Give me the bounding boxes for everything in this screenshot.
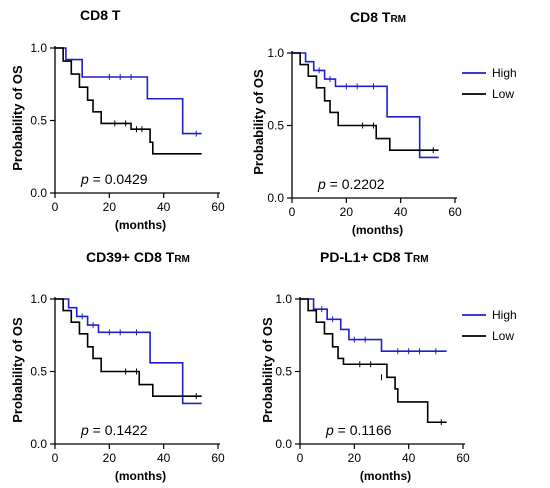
x-axis-label: (months)	[115, 218, 166, 232]
series-line-high	[55, 298, 202, 405]
chart-panel-3: CD39+ CD8 TRM 0.0 0.5 1.0 0 20 40 60 Probability…	[10, 249, 225, 483]
y-tick-label: 0.0	[30, 186, 47, 200]
series-line-high	[55, 47, 202, 135]
x-axis-label: (months)	[360, 469, 411, 483]
x-tick-label: 60	[211, 200, 225, 214]
y-tick-label: 1.0	[267, 46, 284, 60]
x-tick-label: 20	[348, 451, 362, 465]
chart-panel-4: PD-L1+ CD8 TRM 0.0 0.5 1.0 0 20 40 60 Probabilit…	[260, 249, 517, 483]
p-value-symbol: p	[325, 422, 334, 438]
x-tick-label: 20	[103, 200, 117, 214]
chart-title-main: CD39+ CD8 T	[86, 249, 175, 265]
x-axis-label: (months)	[352, 223, 403, 237]
chart-panel-1: CD8 T 0.0 0.5 1.0 0 20 40 60 Probability of OS (m…	[10, 7, 225, 232]
y-tick-label: 0.5	[30, 365, 47, 379]
y-tick-label: 0.0	[275, 437, 292, 451]
y-axis-label: Probability of OS	[10, 65, 25, 171]
p-value-annotation: p = 0.0429	[80, 171, 148, 187]
x-tick-label: 40	[157, 451, 171, 465]
chart-title: CD8 TRM	[350, 9, 406, 25]
chart-title: PD-L1+ CD8 TRM	[320, 249, 429, 265]
chart-title-sub: RM	[174, 254, 190, 265]
x-axis-label: (months)	[115, 469, 166, 483]
p-value-number: = 0.0429	[89, 171, 148, 187]
legend-label-high: High	[492, 308, 517, 322]
y-axis-label: Probability of OS	[260, 317, 275, 423]
chart-title: CD39+ CD8 TRM	[86, 249, 190, 265]
p-value-number: = 0.1422	[89, 422, 148, 438]
legend-label-high: High	[492, 66, 517, 80]
chart-title-sub: RM	[413, 254, 429, 265]
x-tick-label: 0	[52, 200, 59, 214]
p-value-symbol: p	[80, 422, 89, 438]
y-tick-label: 1.0	[30, 292, 47, 306]
series-line-low	[292, 52, 439, 151]
p-value-symbol: p	[317, 176, 326, 192]
chart-title-main: CD8 T	[80, 7, 121, 23]
x-tick-label: 0	[52, 451, 59, 465]
p-value-symbol: p	[80, 171, 89, 187]
y-axis-label: Probability of OS	[251, 69, 266, 175]
y-tick-label: 0.5	[275, 365, 292, 379]
y-tick-label: 0.5	[30, 114, 47, 128]
y-tick-label: 0.5	[267, 119, 284, 133]
x-tick-label: 0	[289, 205, 296, 219]
p-value-annotation: p = 0.2202	[317, 176, 385, 192]
y-tick-label: 1.0	[30, 41, 47, 55]
y-axis-label: Probability of OS	[10, 317, 25, 423]
legend-label-low: Low	[492, 87, 514, 101]
x-tick-label: 60	[448, 205, 462, 219]
x-tick-label: 40	[402, 451, 416, 465]
p-value-number: = 0.2202	[326, 176, 385, 192]
y-tick-label: 0.0	[267, 191, 284, 205]
p-value-number: = 0.1166	[334, 422, 392, 438]
series-line-low	[300, 298, 447, 424]
chart-title: CD8 T	[80, 7, 121, 23]
chart-title-main: CD8 T	[350, 9, 391, 25]
series-line-high	[300, 298, 447, 352]
x-tick-label: 40	[394, 205, 408, 219]
x-tick-label: 40	[157, 200, 171, 214]
x-tick-label: 20	[103, 451, 117, 465]
series-line-high	[292, 52, 439, 159]
series-line-low	[55, 298, 202, 397]
p-value-annotation: p = 0.1166	[325, 422, 392, 438]
p-value-annotation: p = 0.1422	[80, 422, 148, 438]
series-line-low	[55, 47, 202, 155]
x-tick-label: 0	[297, 451, 304, 465]
y-tick-label: 1.0	[275, 292, 292, 306]
x-tick-label: 60	[456, 451, 470, 465]
y-tick-label: 0.0	[30, 437, 47, 451]
chart-title-main: PD-L1+ CD8 T	[320, 249, 413, 265]
chart-title-sub: RM	[390, 14, 406, 25]
x-tick-label: 60	[211, 451, 225, 465]
legend-label-low: Low	[492, 329, 514, 343]
chart-panel-2: CD8 TRM 0.0 0.5 1.0 0 20 40 60 Probability of OS…	[251, 9, 517, 237]
x-tick-label: 20	[340, 205, 354, 219]
